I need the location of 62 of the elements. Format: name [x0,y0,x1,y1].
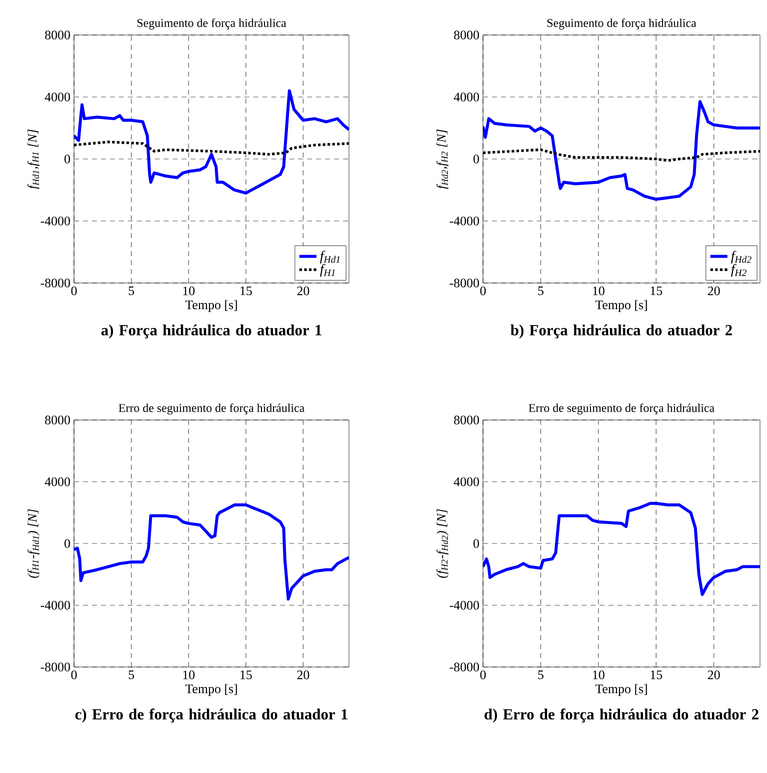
chart-title: Seguimento de força hidráulica [547,18,696,30]
y-tick-label: 0 [474,154,479,164]
x-axis-title: Tempo [s] [595,300,647,312]
y-tick-label: 0 [474,539,479,548]
x-tick-label: 0 [480,670,486,680]
legend-label: f$_{H2}$ [731,264,746,277]
text: a) Força hidráulica do atuador 1 [101,324,322,339]
x-tick-label: 15 [650,286,662,296]
x-tick-label: 20 [708,286,720,296]
y-tick-label: 4000 [44,477,70,486]
y-tick-label: 4000 [454,92,479,102]
y-tick-label: 8000 [45,30,70,40]
x-tick-label: 5 [538,670,544,680]
x-tick-label: 0 [71,670,77,680]
y-tick-label: 4000 [454,477,479,486]
x-tick-label: 0 [71,286,77,296]
y-axis-title: (f$_{H2}$-f$_{Hd2}$) [N] [436,509,448,578]
x-tick-label: 15 [240,286,252,296]
x-tick-label: 5 [128,670,134,680]
chart-title: Erro de seguimento de força hidráulica [528,403,714,414]
x-tick-label: 15 [650,670,662,680]
x-tick-label: 20 [297,286,310,296]
x-tick-label: 10 [183,670,195,680]
y-axis-title: f$_{Hd1}$,f$_{H1}$ [N] [28,130,40,189]
x-tick-label: 20 [297,670,310,680]
y-tick-label: 8000 [45,416,70,424]
text: c) Erro de força hidráulica do atuador 1 [75,708,348,723]
legend-label: f$_{H1}$ [320,264,335,277]
x-tick-label: 10 [593,286,604,296]
x-axis-title: Tempo [s] [185,684,237,696]
y-tick-label: -4000 [450,216,479,226]
y-tick-label: -4000 [450,600,479,610]
text: d) Erro de força hidráulica do atuador 2 [484,708,758,723]
x-tick-label: 5 [128,286,134,296]
x-tick-label: 10 [593,670,604,680]
y-tick-label: -8000 [40,662,70,672]
text: b) Força hidráulica do atuador 2 [510,324,732,339]
x-tick-label: 0 [480,286,486,296]
line-series [483,100,760,201]
x-tick-label: 10 [183,286,195,296]
chart-title: Seguimento de força hidráulica [137,18,286,30]
y-tick-label: 4000 [44,92,70,102]
y-tick-label: 8000 [454,30,479,40]
y-tick-label: -8000 [40,278,70,288]
legend-label: f$_{Hd2}$ [731,250,752,264]
chart-title: Erro de seguimento de força hidráulica [118,403,304,414]
y-tick-label: 0 [64,154,70,164]
x-axis-title: Tempo [s] [185,300,237,312]
y-tick-label: -4000 [40,216,70,226]
y-axis-title: (f$_{H1}$-f$_{Hd1}$) [N] [28,509,40,578]
line-series [74,89,349,195]
y-tick-label: -8000 [450,662,479,672]
y-tick-label: 0 [64,539,70,548]
y-tick-label: 8000 [454,416,479,424]
y-tick-label: -8000 [450,278,479,288]
x-tick-label: 15 [240,670,252,680]
x-tick-label: 20 [708,670,720,680]
y-axis-title: f$_{Hd2}$,f$_{H2}$ [N] [436,130,448,189]
y-tick-label: -4000 [40,600,70,610]
x-tick-label: 5 [538,286,544,296]
legend-label: f$_{Hd1}$ [320,250,340,264]
x-axis-title: Tempo [s] [595,684,647,696]
